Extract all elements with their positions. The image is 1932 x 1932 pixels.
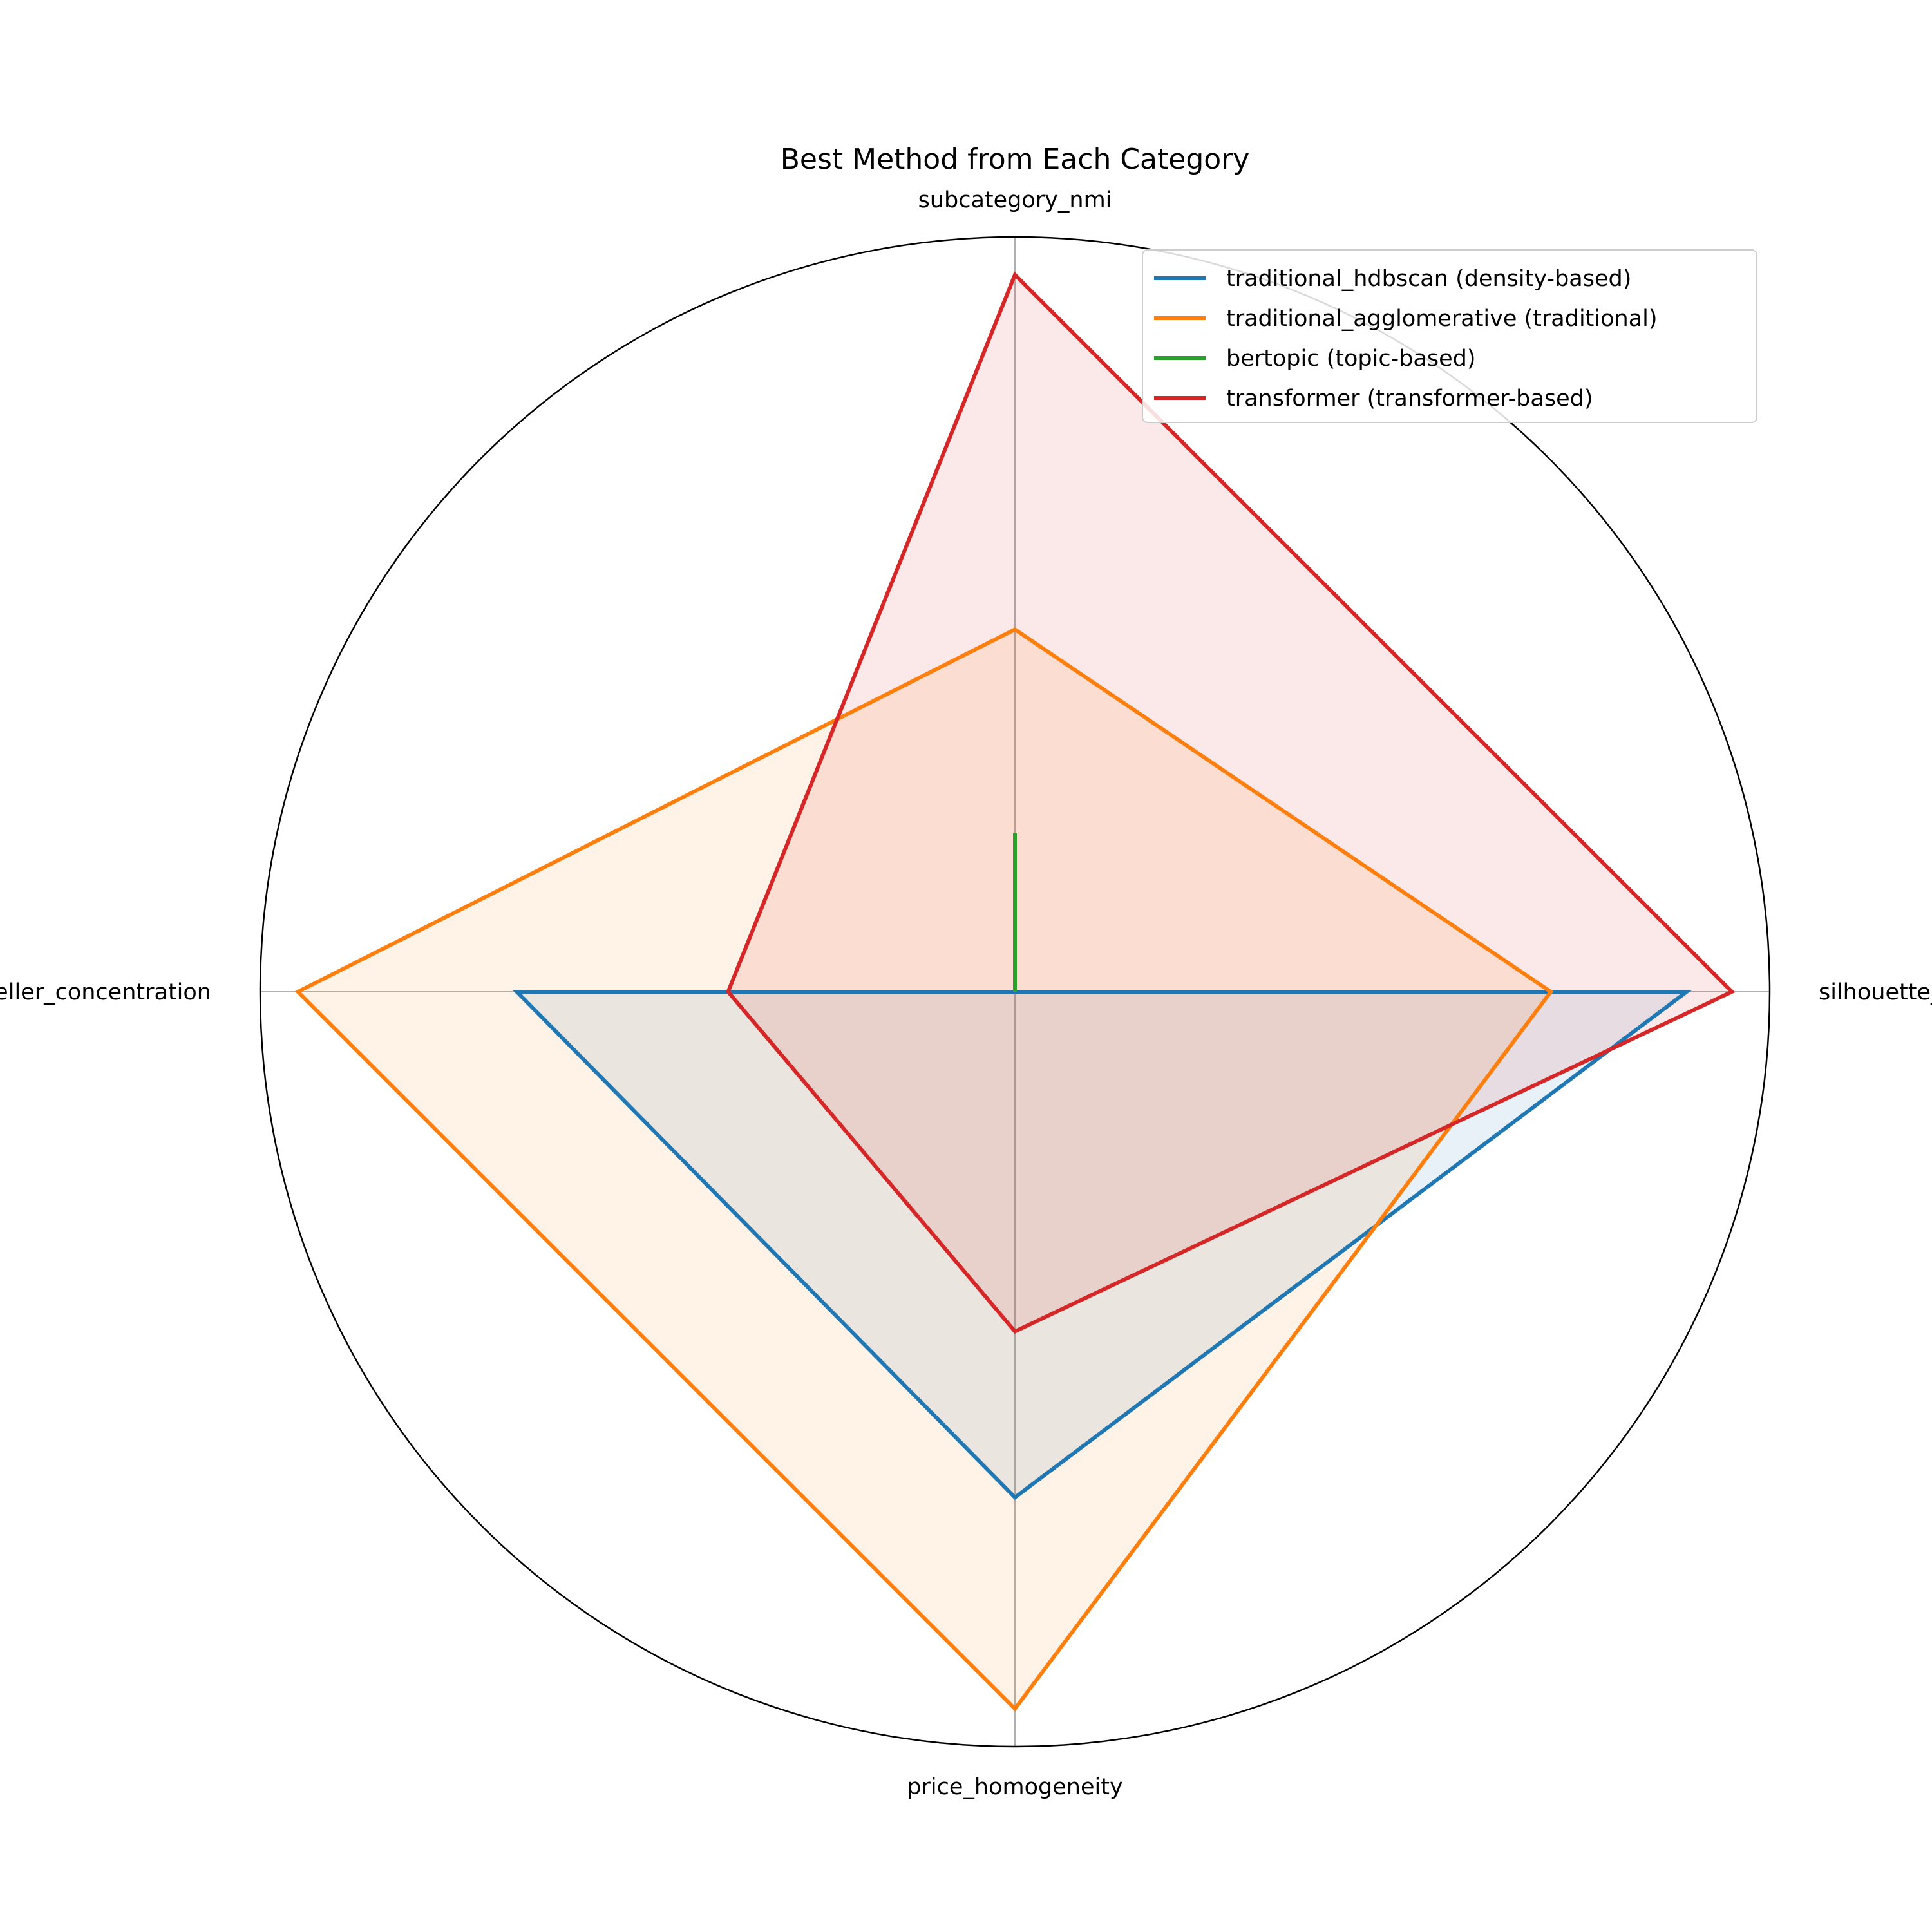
legend-label-1: traditional_agglomerative (traditional) xyxy=(1226,306,1658,332)
legend-label-2: bertopic (topic-based) xyxy=(1226,346,1476,372)
axis-label-subcategory_nmi: subcategory_nmi xyxy=(918,187,1112,213)
axis-label-silhouette_score: silhouette_score xyxy=(1819,980,1932,1005)
axis-label-avg_top_seller_concentration: avg_top_seller_concentration xyxy=(0,980,211,1005)
series-fill-1 xyxy=(298,629,1551,1709)
series-line-1 xyxy=(294,627,1554,1712)
radar-series xyxy=(294,271,1736,1712)
legend-box xyxy=(1142,249,1757,423)
legend-label-3: transformer (transformer-based) xyxy=(1226,386,1593,412)
chart-title: Best Method from Each Category xyxy=(781,143,1250,176)
series-lines xyxy=(294,271,1736,1712)
series-line-3 xyxy=(726,271,1736,1334)
series-fills xyxy=(298,274,1732,1709)
series-fill-0 xyxy=(516,992,1687,1498)
series-line-0 xyxy=(512,990,1693,1501)
outer-frame xyxy=(259,236,1771,1748)
axis-labels: subcategory_nmi silhouette_score price_hom… xyxy=(0,187,1932,1800)
legend-label-0: traditional_hdbscan (density-based) xyxy=(1226,266,1631,292)
legend: traditional_hdbscan (density-based) tradi… xyxy=(1142,249,1757,423)
axis-label-price_homogeneity: price_homogeneity xyxy=(907,1774,1122,1800)
series-fill-3 xyxy=(728,274,1732,1332)
